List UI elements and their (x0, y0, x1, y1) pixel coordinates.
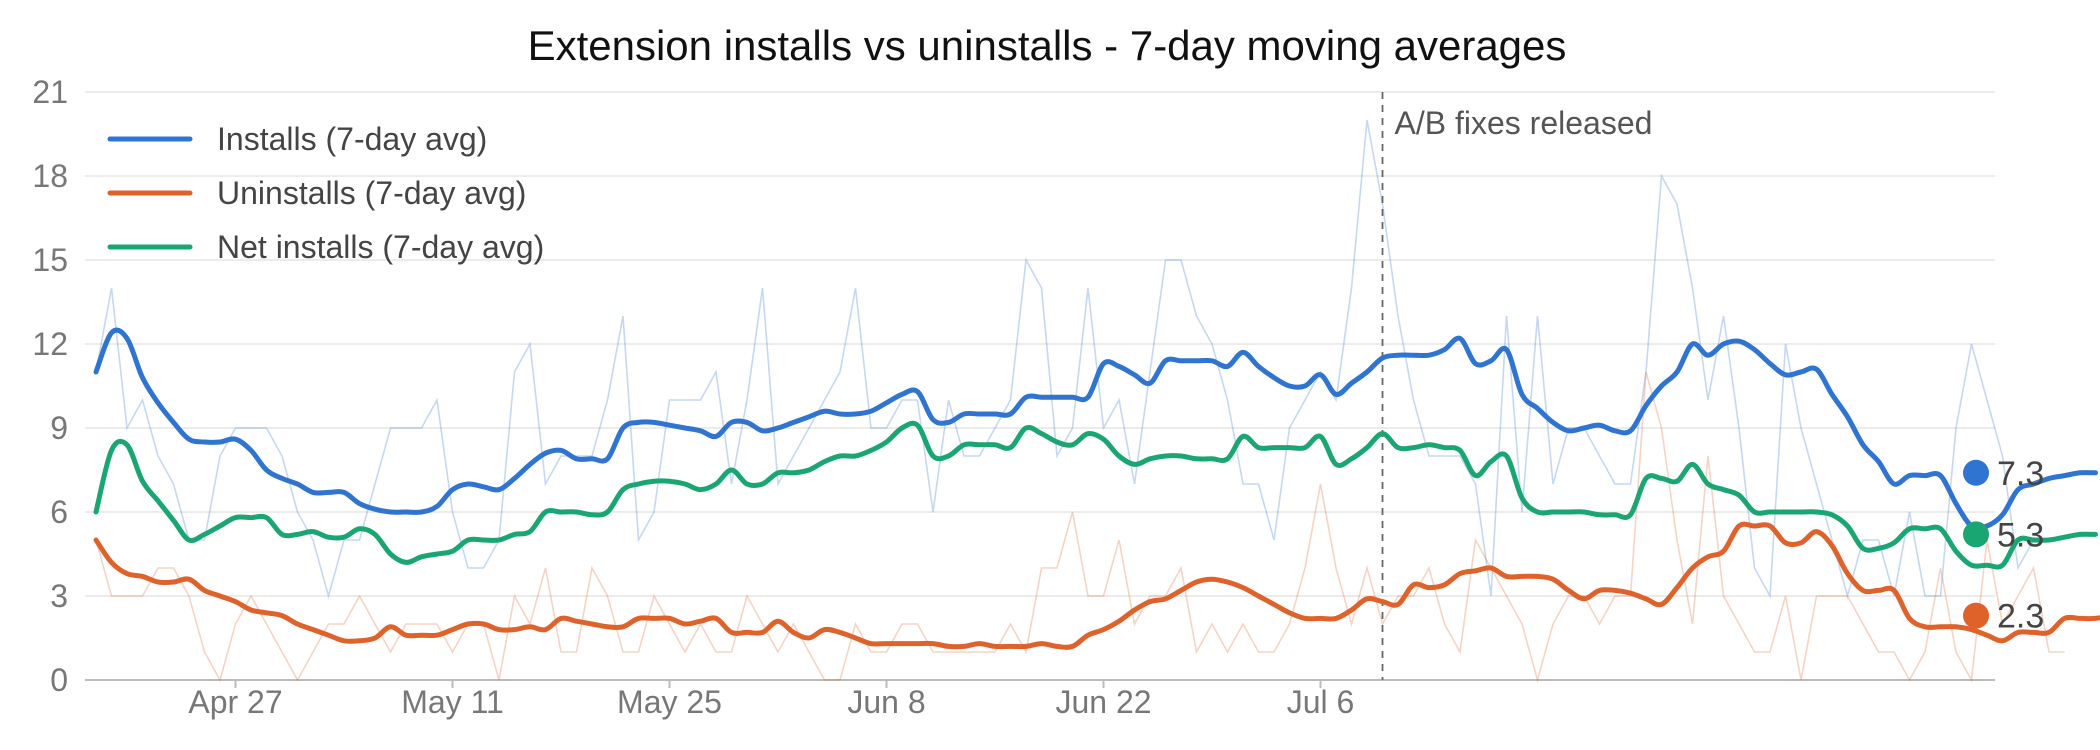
y-tick-label: 12 (32, 326, 68, 362)
y-tick-label: 3 (50, 578, 68, 614)
series-line-installs_avg (93, 327, 2098, 531)
end-point-marker (1963, 459, 1989, 486)
y-tick-label: 15 (32, 242, 68, 278)
legend: Installs (7-day avg) Uninstalls (7-day av… (107, 121, 544, 265)
y-tick-label: 18 (32, 158, 68, 194)
end-point-marker (1963, 521, 1989, 548)
end-value-label: 2.3 (1997, 598, 2044, 636)
end-value-label: 5.3 (1997, 516, 2044, 554)
legend-label: Installs (7-day avg) (217, 121, 487, 157)
series-line-uninstalls_avg (93, 521, 2100, 650)
annotation-label: A/B fixes released (1395, 105, 1653, 141)
legend-label: Uninstalls (7-day avg) (217, 175, 526, 211)
y-tick-label: 21 (32, 74, 68, 110)
series-line-uninstalls_daily (95, 371, 2065, 683)
y-tick-label: 0 (50, 662, 68, 698)
x-tick-label: Jun 8 (847, 684, 925, 720)
average-series: 7.3 2.3 5.3 (93, 327, 2100, 650)
y-tick-label: 9 (50, 410, 68, 446)
axes: 0 3 6 9 12 15 18 21 Apr 27 May 11 May 25 Jun 8 Jun 2… (32, 74, 1354, 720)
x-tick-label: Jul 6 (1287, 684, 1355, 720)
legend-label: Net installs (7-day avg) (217, 229, 544, 265)
x-tick-label: May 11 (401, 684, 504, 720)
end-point-marker (1963, 602, 1989, 629)
x-tick-label: May 25 (617, 684, 722, 720)
x-tick-label: Jun 22 (1055, 684, 1151, 720)
y-tick-label: 6 (50, 494, 68, 530)
x-tick-label: Apr 27 (188, 684, 282, 720)
end-value-label: 7.3 (1997, 455, 2044, 493)
annotation-group: A/B fixes released (1381, 92, 1653, 680)
series-line-net_avg (93, 420, 2098, 570)
chart-title: Extension installs vs uninstalls - 7-day… (528, 22, 1567, 69)
